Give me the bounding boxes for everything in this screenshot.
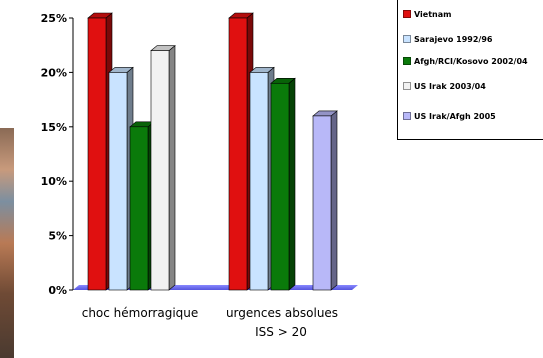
legend-label: US Irak/Afgh 2005 — [414, 112, 496, 121]
bar — [312, 115, 332, 291]
legend-swatch — [403, 35, 411, 43]
bar-side — [330, 110, 338, 291]
bar — [270, 82, 290, 291]
legend-item: US Irak 2003/04 — [403, 82, 541, 91]
y-tick-label: 5% — [48, 230, 67, 243]
bar — [249, 72, 269, 291]
y-tick-label: 20% — [41, 66, 67, 79]
bar — [108, 72, 128, 291]
legend-label: Vietnam — [414, 10, 452, 19]
bars — [87, 12, 338, 291]
legend-item: Afgh/RCI/Kosovo 2002/04 — [403, 57, 541, 66]
y-tick-label: 0% — [48, 284, 67, 297]
legend-item: Sarajevo 1992/96 — [403, 35, 541, 44]
y-tick-label: 10% — [41, 175, 67, 188]
legend-swatch — [403, 82, 411, 90]
bar-side — [288, 77, 296, 291]
bar-side — [168, 44, 176, 291]
bar — [150, 50, 170, 291]
x-category-sublabel: ISS > 20 — [255, 325, 307, 339]
x-category-label: urgences absolues — [226, 306, 338, 320]
legend-item: Vietnam — [403, 10, 541, 19]
labels: 0% 5% 10% 15% 20% 25% choc hémorragique urgence… — [41, 12, 338, 339]
y-tick-label: 25% — [41, 12, 67, 25]
legend-swatch — [403, 57, 411, 65]
legend-swatch — [403, 112, 411, 120]
bar — [228, 17, 248, 291]
legend-item: US Irak/Afgh 2005 — [403, 112, 541, 121]
bar — [129, 126, 149, 291]
legend-label: US Irak 2003/04 — [414, 82, 486, 91]
legend-label: Afgh/RCI/Kosovo 2002/04 — [414, 57, 528, 66]
y-tick-label: 15% — [41, 121, 67, 134]
legend-swatch — [403, 10, 411, 18]
x-category-label: choc hémorragique — [82, 306, 199, 320]
legend-label: Sarajevo 1992/96 — [414, 35, 493, 44]
legend: Vietnam Sarajevo 1992/96 Afgh/RCI/Kosovo 2… — [397, 0, 543, 140]
side-photo-strip — [0, 128, 14, 358]
bar — [87, 17, 107, 291]
